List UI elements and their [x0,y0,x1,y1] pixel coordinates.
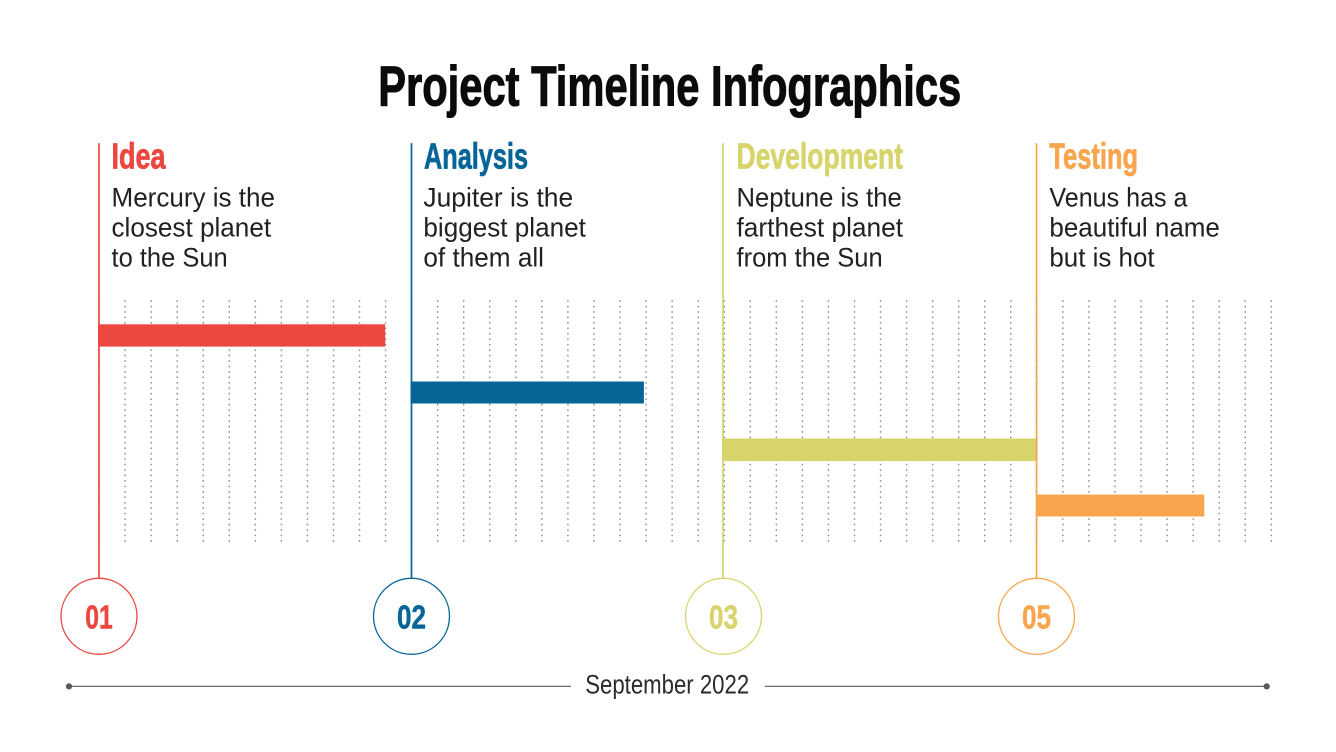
svg-text:closest planet: closest planet [112,212,272,242]
svg-text:03: 03 [709,600,738,637]
svg-text:Neptune is the: Neptune is the [737,182,902,212]
svg-text:of them all: of them all [423,242,544,272]
svg-text:Analysis: Analysis [424,136,528,177]
svg-text:Jupiter is the: Jupiter is the [423,182,573,212]
svg-text:05: 05 [1022,600,1051,637]
svg-text:biggest planet: biggest planet [423,212,586,242]
svg-text:Testing: Testing [1049,136,1138,177]
svg-text:Project Timeline Infographics: Project Timeline Infographics [378,54,961,118]
svg-text:Development: Development [737,136,904,177]
svg-text:September 2022: September 2022 [585,670,749,700]
svg-text:01: 01 [85,600,113,637]
svg-text:beautiful name: beautiful name [1049,212,1220,242]
svg-text:Mercury is the: Mercury is the [112,182,276,212]
svg-text:but is hot: but is hot [1049,242,1155,272]
svg-text:Idea: Idea [112,136,167,177]
svg-text:Venus has a: Venus has a [1049,182,1188,212]
svg-text:02: 02 [397,600,426,637]
svg-text:from the Sun: from the Sun [737,242,883,272]
svg-text:farthest planet: farthest planet [737,212,904,242]
svg-text:to the Sun: to the Sun [112,242,228,272]
